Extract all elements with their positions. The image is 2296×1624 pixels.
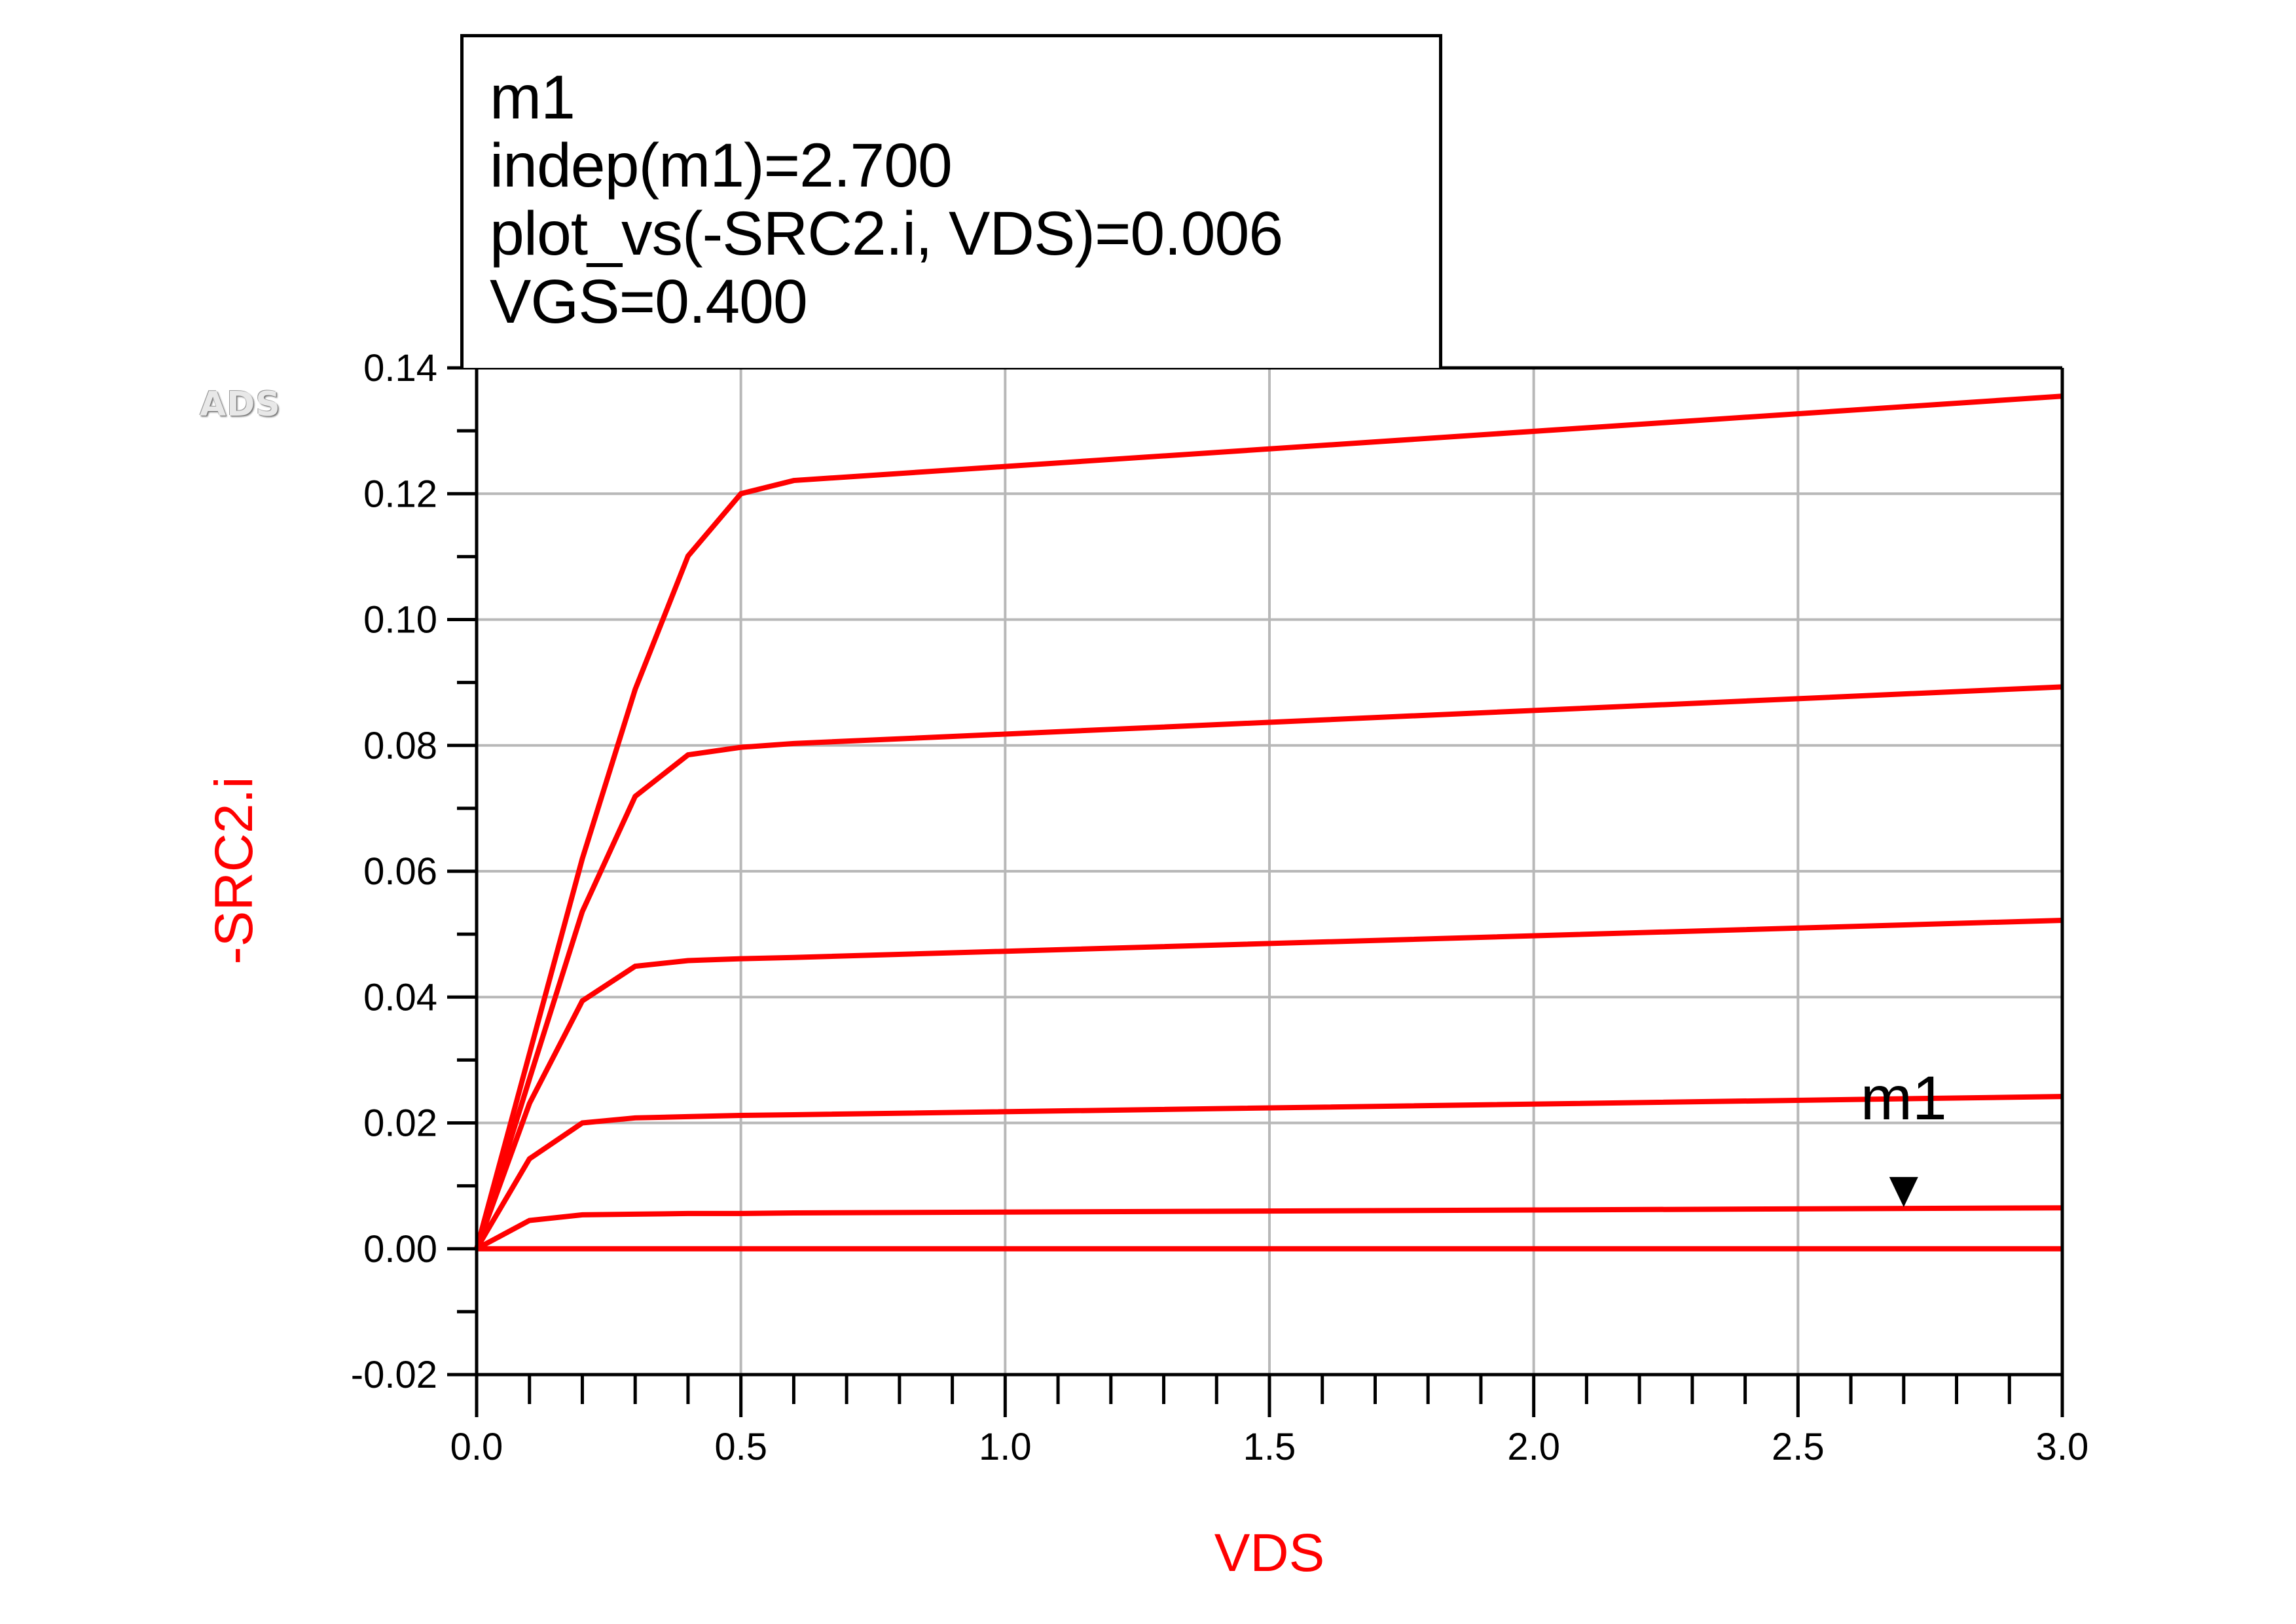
trace-trace-2 bbox=[475, 1205, 2063, 1252]
trace-trace-5 bbox=[474, 684, 2063, 1250]
marker-readout-vgs: VGS=0.400 bbox=[490, 267, 808, 336]
y-tick-label: 0.14 bbox=[363, 347, 437, 389]
x-tick-label: 1.5 bbox=[1243, 1426, 1296, 1468]
marker-label: m1 bbox=[1861, 1064, 1947, 1133]
y-tick-label: 0.06 bbox=[363, 850, 437, 893]
grid bbox=[477, 368, 2062, 1375]
marker-readout-indep: indep(m1)=2.700 bbox=[490, 131, 953, 200]
y-tick-label: 0.08 bbox=[363, 725, 437, 767]
x-tick-label: 2.5 bbox=[1772, 1426, 1825, 1468]
y-axis-label: -SRC2.i bbox=[204, 776, 264, 964]
x-tick-label: 0.5 bbox=[714, 1426, 767, 1468]
y-tick-label: 0.12 bbox=[363, 473, 437, 515]
y-tick-label: 0.10 bbox=[363, 599, 437, 641]
x-tick-label: 1.0 bbox=[979, 1426, 1032, 1468]
x-axis-label: VDS bbox=[1214, 1523, 1325, 1583]
ticks bbox=[447, 366, 2064, 1417]
trace-trace-4 bbox=[474, 917, 2063, 1250]
marker-readout-box[interactable]: m1 indep(m1)=2.700 plot_vs(-SRC2.i, VDS)… bbox=[460, 34, 1442, 368]
marker-readout-value: plot_vs(-SRC2.i, VDS)=0.006 bbox=[490, 199, 1283, 268]
x-tick-label: 2.0 bbox=[1507, 1426, 1560, 1468]
y-tick-label: -0.02 bbox=[351, 1354, 437, 1396]
marker-triangle-icon bbox=[1889, 1177, 1918, 1208]
x-tick-label: 3.0 bbox=[2036, 1426, 2089, 1468]
trace-trace-6 bbox=[474, 393, 2063, 1250]
y-tick-label: 0.04 bbox=[363, 976, 437, 1019]
x-tick-label: 0.0 bbox=[450, 1426, 503, 1468]
tick-labels: 0.0 0.5 1.0 1.5 2.0 2.5 3.0 0.14 0.12 0.10 0.08 0.0… bbox=[351, 347, 2089, 1468]
y-tick-label: 0.00 bbox=[363, 1228, 437, 1271]
y-tick-label: 0.02 bbox=[363, 1102, 437, 1145]
trace-trace-3 bbox=[474, 1094, 2063, 1250]
traces bbox=[474, 393, 2063, 1252]
ads-logo: ADS bbox=[200, 385, 281, 424]
marker-readout-name: m1 bbox=[490, 63, 575, 132]
markers: m1 bbox=[1861, 1064, 1947, 1208]
